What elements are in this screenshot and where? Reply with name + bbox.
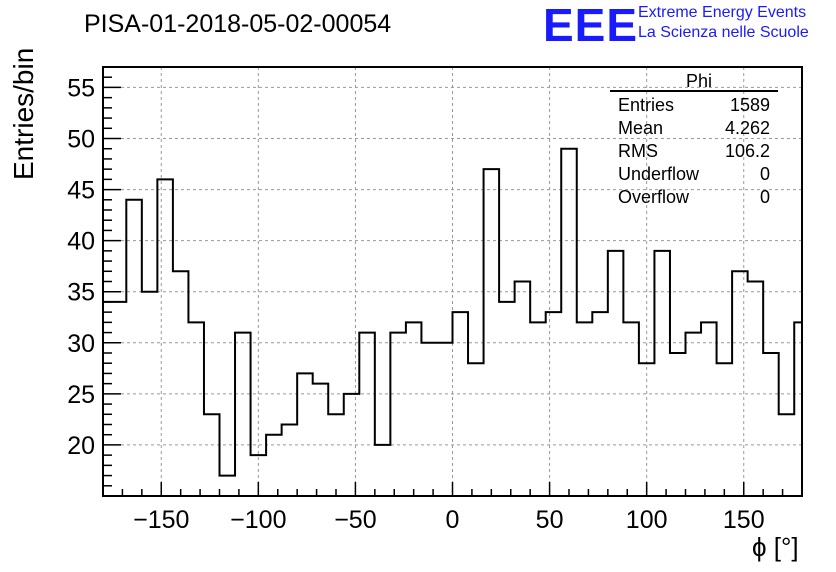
stats-name: Phi — [685, 71, 712, 91]
histogram-bin — [406, 322, 422, 496]
stats-row: Mean 4.262 — [610, 117, 778, 140]
x-tick-label: −150 — [133, 506, 189, 534]
histogram-bin — [794, 322, 802, 496]
histogram-bars — [102, 147, 802, 497]
histogram-bin — [453, 312, 469, 496]
y-tick-label: 35 — [67, 279, 95, 307]
stats-value: 1589 — [729, 95, 770, 115]
histogram-bin — [546, 312, 562, 496]
stats-divider — [610, 90, 778, 92]
axis-tick-labels: −150 −100 −50 0 50 100 150 20 25 30 35 40 45 50 55 — [67, 74, 764, 534]
stats-row: RMS 106.2 — [610, 140, 778, 163]
histogram-bin — [623, 322, 639, 496]
histogram-bin — [328, 414, 344, 496]
histogram-bin — [670, 353, 686, 496]
y-tick-label: 20 — [67, 432, 95, 460]
stats-label: Underflow — [618, 164, 700, 184]
histogram-bin — [103, 302, 126, 496]
x-tick-label: 50 — [536, 506, 564, 534]
axis-ticks — [102, 66, 803, 496]
stats-value: 106.2 — [724, 141, 770, 161]
histogram-bin — [126, 200, 142, 496]
x-axis-label: ϕ [°] — [752, 532, 799, 562]
x-tick-label: 0 — [446, 506, 460, 534]
histogram-bin — [639, 363, 655, 496]
histogram-bin — [173, 271, 189, 496]
histogram-bin — [561, 149, 577, 496]
histogram-bin — [142, 292, 158, 496]
x-tick-label: 100 — [626, 506, 668, 534]
y-tick-label: 30 — [67, 330, 95, 358]
x-tick-label: 150 — [723, 506, 765, 534]
stats-row: Overflow 0 — [610, 186, 778, 209]
histogram-bin — [654, 251, 670, 496]
stats-row: Entries 1589 — [610, 94, 778, 117]
eee-logo: EEE — [543, 0, 639, 51]
histogram-bin — [235, 333, 251, 496]
y-tick-label: 40 — [67, 228, 95, 256]
y-tick-label: 55 — [67, 74, 95, 102]
stats-label: Overflow — [618, 187, 690, 207]
histogram-bin — [204, 414, 220, 496]
histogram-bin — [608, 251, 624, 496]
histogram-bin — [313, 384, 329, 496]
histogram-bin — [499, 302, 515, 496]
histogram-bin — [157, 179, 173, 496]
x-tick-label: −50 — [334, 506, 376, 534]
stats-value: 0 — [759, 187, 770, 207]
histogram-bin — [763, 353, 779, 496]
histogram-bin — [344, 394, 360, 496]
stats-row: Underflow 0 — [610, 163, 778, 186]
histogram-bin — [577, 322, 593, 496]
y-tick-label: 25 — [67, 381, 95, 409]
histogram-bin — [297, 373, 313, 496]
stats-box: Phi Entries 1589 Mean 4.262 RMS 106.2 Under… — [610, 72, 778, 209]
histogram-bin — [390, 333, 406, 496]
histogram-bin — [437, 343, 453, 496]
histogram-bin — [484, 169, 500, 496]
stats-label: Mean — [618, 118, 664, 138]
x-tick-label: −100 — [230, 506, 286, 534]
histogram-bin — [779, 414, 795, 496]
histogram-bin — [282, 425, 298, 497]
stats-label: RMS — [618, 141, 658, 161]
histogram-bin — [515, 282, 531, 497]
stats-label: Entries — [618, 95, 675, 115]
histogram-bin — [686, 333, 702, 496]
logo-line-1: Extreme Energy Events — [638, 4, 807, 21]
histogram-bin — [421, 343, 437, 496]
stats-value: 4.262 — [724, 118, 770, 138]
histogram-outline — [102, 147, 802, 496]
histogram-bin — [188, 322, 204, 496]
histogram-bin — [592, 312, 608, 496]
histogram-bin — [468, 363, 484, 496]
y-axis-label: Entries/bin — [8, 47, 39, 180]
chart-title: PISA-01-2018-05-02-00054 — [84, 10, 392, 38]
histogram-bin — [748, 282, 764, 497]
histogram-bin — [359, 333, 375, 496]
histogram-bin — [220, 476, 236, 496]
histogram-bin — [530, 322, 546, 496]
histogram-bin — [732, 271, 748, 496]
histogram-bin — [701, 322, 717, 496]
histogram-bin — [717, 363, 733, 496]
histogram-bin — [375, 445, 391, 496]
histogram-bin — [266, 435, 282, 496]
stats-value: 0 — [759, 164, 770, 184]
logo-line-2: La Scienza nelle Scuole — [638, 24, 809, 41]
grid-lines — [103, 67, 802, 496]
y-tick-label: 50 — [67, 126, 95, 154]
y-tick-label: 45 — [67, 177, 95, 205]
